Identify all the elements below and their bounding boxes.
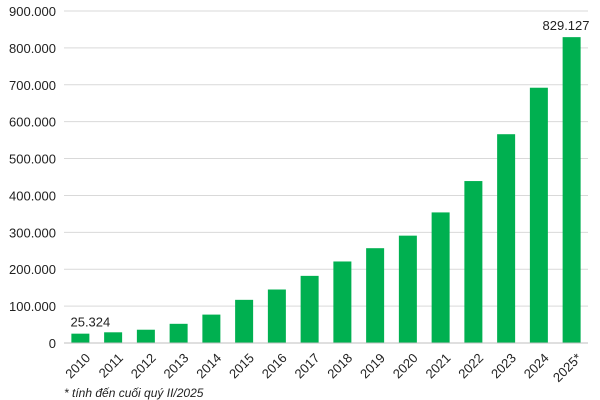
bar-2020 [398, 235, 417, 343]
y-tick-label: 200.000 [9, 262, 56, 277]
x-tick-label: 2025* [550, 350, 585, 385]
bar-2012 [136, 329, 155, 343]
x-axis: 2010 2011 2012 2013 2014 2015 2016 2017 2018 2019… [62, 342, 588, 385]
x-tick-label: 2011 [96, 350, 126, 380]
bar-2017 [300, 275, 319, 343]
bar-2022 [464, 181, 483, 343]
bar-2024 [529, 87, 548, 344]
x-tick-label: 2020 [390, 350, 421, 381]
data-labels: 25.324 829.127 [70, 18, 589, 330]
bars [71, 37, 581, 344]
bar-2023 [497, 134, 516, 343]
bar-2018 [333, 261, 352, 343]
x-tick-label: 2022 [455, 350, 486, 381]
gridlines [64, 10, 588, 307]
bar-2014 [202, 314, 221, 343]
x-tick-label: 2023 [488, 350, 519, 381]
x-tick-label: 2012 [128, 350, 159, 381]
x-tick-label: 2016 [259, 350, 290, 381]
data-label-2010: 25.324 [70, 315, 110, 330]
x-tick-label: 2019 [357, 350, 388, 381]
bar-2016 [267, 289, 286, 343]
y-tick-label: 400.000 [9, 188, 56, 203]
y-tick-label: 800.000 [9, 41, 56, 56]
bar-2019 [366, 248, 385, 343]
y-tick-label: 0 [49, 336, 56, 351]
x-tick-label: 2017 [291, 350, 322, 381]
x-tick-label: 2010 [62, 350, 93, 381]
bar-2021 [431, 212, 450, 343]
data-label-2025: 829.127 [543, 18, 590, 33]
x-tick-label: 2013 [160, 350, 191, 381]
footnote: * tính đến cuối quý II/2025 [64, 386, 204, 400]
bar-2015 [235, 299, 254, 343]
x-tick-label: 2014 [193, 350, 224, 381]
y-tick-label: 600.000 [9, 115, 56, 130]
x-tick-label: 2018 [324, 350, 355, 381]
y-tick-label: 700.000 [9, 78, 56, 93]
x-tick-label: 2015 [226, 350, 257, 381]
bar-2011 [104, 332, 123, 343]
y-tick-label: 900.000 [9, 4, 56, 19]
y-tick-label: 500.000 [9, 152, 56, 167]
x-tick-label: 2024 [521, 350, 552, 381]
y-axis: 0 100.000 200.000 300.000 400.000 500.000 600.… [9, 4, 56, 351]
bar-2025 [562, 37, 581, 344]
bar-2010 [71, 333, 90, 343]
bar-2013 [169, 323, 188, 343]
x-tick-label: 2021 [422, 350, 453, 381]
y-tick-label: 300.000 [9, 225, 56, 240]
y-tick-label: 100.000 [9, 299, 56, 314]
